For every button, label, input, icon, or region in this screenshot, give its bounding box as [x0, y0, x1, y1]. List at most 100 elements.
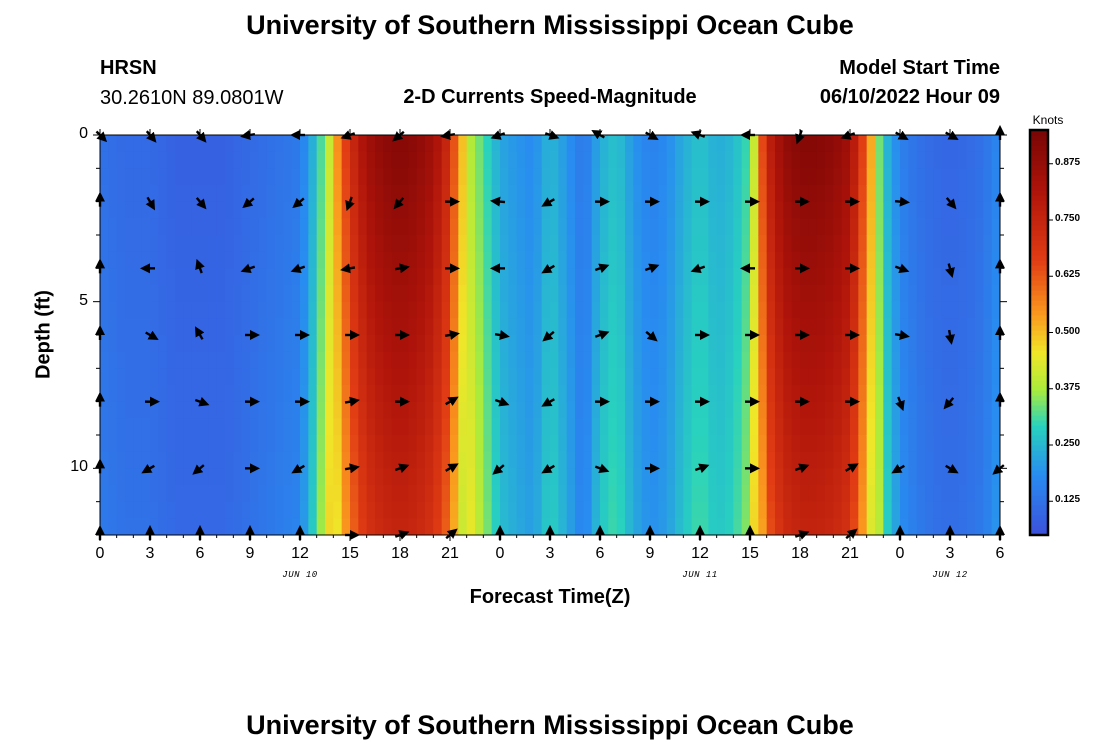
heat-cell	[683, 301, 693, 319]
heat-cell	[833, 385, 843, 403]
heat-cell	[441, 501, 451, 519]
heat-cell	[583, 435, 593, 453]
heat-cell	[691, 218, 701, 236]
heat-cell	[550, 268, 559, 286]
heat-cell	[875, 368, 884, 386]
heat-cell	[633, 168, 643, 186]
heat-cell	[625, 301, 634, 319]
heat-cell	[300, 268, 309, 286]
current-vector	[541, 263, 555, 274]
heat-cell	[125, 351, 134, 369]
heat-cell	[600, 401, 609, 419]
heat-cell	[816, 385, 826, 403]
heat-cell	[116, 351, 126, 369]
heat-cell	[700, 485, 709, 503]
heat-cell	[158, 418, 168, 436]
heat-cell	[841, 351, 851, 369]
heat-cell	[900, 335, 909, 353]
heat-cell	[183, 418, 193, 436]
heat-cell	[875, 135, 884, 153]
current-vector	[542, 330, 555, 342]
heat-cell	[100, 385, 109, 403]
heat-cell	[225, 285, 234, 303]
heat-cell	[916, 518, 926, 535]
heat-cell	[983, 451, 993, 469]
heat-cell	[391, 235, 401, 253]
heat-cell	[983, 218, 993, 236]
heat-cell	[783, 235, 793, 253]
heat-cell	[341, 468, 351, 486]
heat-cell	[775, 485, 784, 503]
heat-cell	[308, 501, 318, 519]
heat-cell	[850, 418, 859, 436]
heat-cell	[625, 351, 634, 369]
heat-cell	[208, 468, 218, 486]
heat-cell	[633, 451, 643, 469]
current-vector	[194, 396, 210, 407]
heat-cell	[125, 268, 134, 286]
heat-cell	[700, 268, 709, 286]
heat-cell	[900, 501, 909, 519]
heat-cell	[866, 285, 876, 303]
heat-cell	[716, 185, 726, 203]
heat-cell	[966, 201, 976, 219]
heat-cell	[941, 235, 951, 253]
heat-cell	[350, 201, 359, 219]
heat-cell	[466, 285, 476, 303]
heat-cell	[466, 501, 476, 519]
heat-cell	[683, 385, 693, 403]
heat-cell	[200, 218, 209, 236]
heat-cell	[408, 485, 418, 503]
heat-cell	[133, 351, 143, 369]
heat-cell	[208, 268, 218, 286]
heat-cell	[800, 185, 809, 203]
heat-cell	[791, 168, 801, 186]
heat-cell	[891, 418, 901, 436]
heat-cell	[216, 185, 226, 203]
heat-cell	[141, 168, 151, 186]
heat-cell	[391, 518, 401, 535]
heat-cell	[208, 185, 218, 203]
heat-cell	[733, 501, 743, 519]
heat-cell	[275, 335, 284, 353]
heat-cell	[633, 285, 643, 303]
heat-cell	[133, 418, 143, 436]
heat-cell	[541, 335, 551, 353]
heat-cell	[316, 235, 326, 253]
heat-cell	[383, 268, 393, 286]
heat-cell	[233, 368, 243, 386]
current-vector	[894, 196, 911, 207]
heat-cell	[958, 168, 968, 186]
heat-cell	[625, 485, 634, 503]
heat-cell	[266, 318, 276, 336]
heat-cell	[133, 218, 143, 236]
heat-cell	[283, 285, 293, 303]
heat-cell	[500, 251, 509, 269]
heat-cell	[150, 501, 159, 519]
heat-cell	[933, 268, 943, 286]
heat-cell	[791, 201, 801, 219]
heat-cell	[608, 351, 618, 369]
heat-cell	[666, 235, 676, 253]
heat-cell	[891, 285, 901, 303]
heat-cell	[316, 318, 326, 336]
heat-cell	[791, 385, 801, 403]
heat-cell	[950, 451, 959, 469]
heat-cell	[166, 401, 176, 419]
heat-cell	[441, 151, 451, 169]
heat-cell	[208, 301, 218, 319]
heat-cell	[525, 185, 534, 203]
heat-cell	[783, 168, 793, 186]
heat-cell	[516, 468, 526, 486]
heat-cell	[575, 151, 584, 169]
heat-cell	[325, 418, 334, 436]
heat-cell	[333, 301, 343, 319]
heat-cell	[433, 385, 443, 403]
heat-cell	[508, 401, 518, 419]
heat-cell	[966, 285, 976, 303]
heat-cell	[600, 451, 609, 469]
heat-cell	[225, 201, 234, 219]
heat-cell	[550, 418, 559, 436]
heat-cell	[441, 285, 451, 303]
heat-cell	[300, 168, 309, 186]
